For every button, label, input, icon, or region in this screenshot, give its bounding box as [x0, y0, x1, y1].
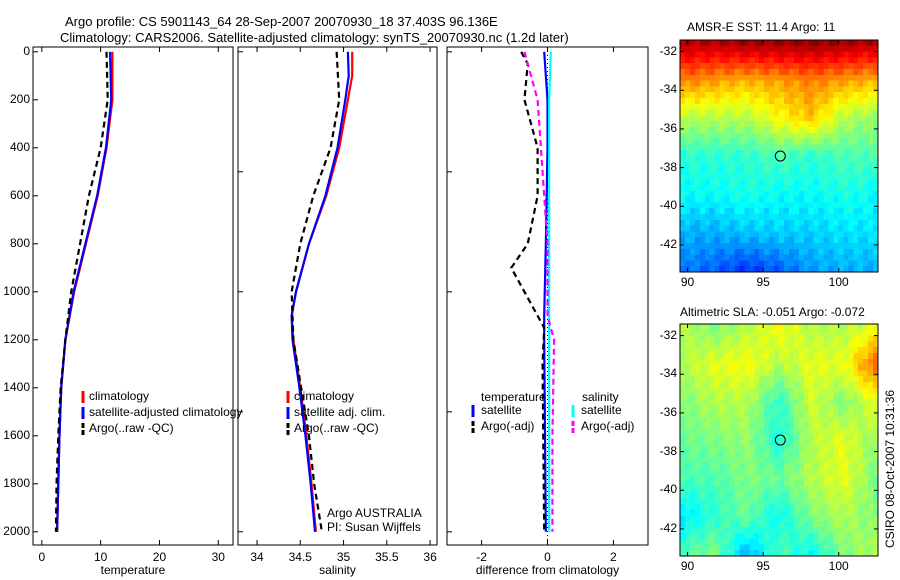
sal-xtick-label: 36 [423, 550, 437, 564]
sla-map-title: Altimetric SLA: -0.051 Argo: -0.072 [680, 305, 865, 319]
temp-ytick-label: 800 [9, 235, 30, 250]
temp-ytick-label: 1600 [3, 427, 30, 442]
diff-series-salinity-satellite [548, 51, 552, 532]
sst-ytick-label: -32 [659, 43, 677, 58]
sal-annotation: Argo AUSTRALIA [327, 506, 422, 520]
sla-xtick-label: 100 [828, 559, 849, 573]
sal-xtick-label: 35 [336, 550, 351, 564]
temp-ytick-label: 600 [9, 187, 30, 202]
sla-ytick-label: -38 [659, 443, 677, 458]
sla-xtick-label: 90 [680, 559, 695, 573]
sal-legend-entry: climatology [294, 389, 355, 403]
sal-axes-box [237, 46, 438, 546]
temp-axes-box [32, 46, 234, 546]
sal-xtick-label: 34 [250, 550, 264, 564]
sla-ytick-label: -32 [659, 327, 677, 342]
temp-ytick-label: 200 [9, 91, 30, 106]
sal-legend-entry: Argo(..raw -QC) [294, 421, 379, 435]
temp-ytick-label: 0 [23, 43, 30, 58]
figure-title-line2: Climatology: CARS2006. Satellite-adjuste… [60, 30, 569, 45]
diff-xtick-label: -2 [476, 550, 487, 564]
temp-xtick-label: 20 [152, 550, 167, 564]
figure-title-line1: Argo profile: CS 5901143_64 28-Sep-2007 … [65, 14, 498, 29]
sal-xlabel: salinity [319, 563, 356, 577]
sal-xtick-label: 35.5 [375, 550, 399, 564]
temp-series-argo-raw-qc- [54, 51, 109, 532]
diff-legend-entry: Argo(-adj) [481, 419, 535, 433]
diff-xtick-label: 2 [610, 550, 617, 564]
sla-ytick-label: -40 [659, 482, 677, 497]
sla-xtick-label: 95 [756, 559, 770, 573]
temp-legend-entry: Argo(..raw -QC) [89, 421, 174, 435]
diff-xtick-label: 0 [544, 550, 551, 564]
sst-ytick-label: -36 [659, 120, 677, 135]
sst-xtick-label: 95 [756, 275, 770, 289]
sst-ytick-label: -38 [659, 159, 677, 174]
sst-ytick-label: -34 [659, 82, 677, 97]
sst-map-box [679, 39, 879, 273]
temp-xtick-label: 30 [211, 550, 225, 564]
temp-xtick-label: 0 [38, 550, 46, 564]
sla-ytick-label: -36 [659, 404, 677, 419]
sst-ytick-label: -42 [659, 236, 677, 251]
temp-ytick-label: 400 [9, 139, 30, 154]
temp-ytick-label: 1000 [3, 283, 30, 298]
diff-legend-entry: satellite [581, 403, 622, 417]
temp-ytick-label: 2000 [3, 523, 30, 538]
diff-legend-title-salinity: salinity [582, 390, 619, 404]
diff-legend-title-temperature: temperature [481, 390, 546, 404]
temp-series-satellite-adjusted-climatology [56, 51, 113, 532]
temp-ytick-label: 1200 [3, 331, 30, 346]
sal-series-satellite-adj-clim- [290, 51, 350, 532]
temp-ytick-label: 1800 [3, 475, 30, 490]
temp-legend-entry: climatology [89, 389, 150, 403]
sla-heatmap [680, 324, 878, 556]
sst-heatmap [680, 40, 878, 272]
sal-legend-entry: satellite adj. clim. [294, 405, 386, 419]
sst-xtick-label: 90 [680, 275, 695, 289]
sst-map-title: AMSR-E SST: 11.4 Argo: 11 [687, 20, 836, 34]
diff-legend-entry: satellite [481, 403, 522, 417]
sla-ytick-label: -42 [659, 520, 677, 535]
sal-xtick-label: 34.5 [288, 550, 312, 564]
sal-annotation: PI: Susan Wijffels [327, 520, 421, 534]
diff-xlabel: difference from climatology [475, 563, 620, 577]
sal-series-argo-raw-qc- [290, 51, 341, 532]
sst-ytick-label: -40 [659, 198, 677, 213]
temp-ytick-label: 1400 [3, 379, 30, 394]
temp-legend-entry: satellite-adjusted climatology [89, 405, 243, 419]
sst-xtick-label: 100 [828, 275, 849, 289]
diff-legend-entry: Argo(-adj) [581, 419, 635, 433]
sla-ytick-label: -34 [659, 366, 677, 381]
sst-argo-position-marker [774, 150, 786, 162]
temp-xtick-label: 10 [93, 550, 108, 564]
diff-series-salinity-argo-adj- [523, 51, 556, 532]
sla-map-box [679, 323, 879, 557]
temp-xlabel: temperature [100, 563, 166, 577]
sla-argo-position-marker [774, 434, 786, 446]
